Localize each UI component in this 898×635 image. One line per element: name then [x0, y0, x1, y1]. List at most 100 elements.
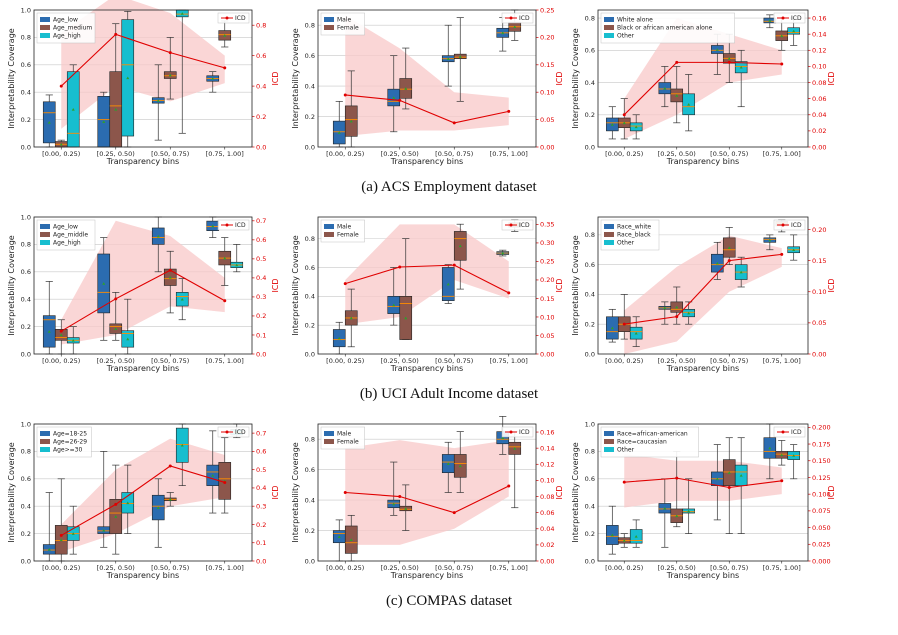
x-tick-label: [0.50, 0.75) — [151, 357, 189, 365]
box-mean — [168, 73, 172, 77]
y-tick-label: 0.0 — [305, 143, 315, 151]
y-tick-label: 0.8 — [585, 14, 595, 22]
x-tick-label: [0.75, 1.00] — [490, 150, 528, 158]
y-tick-label: 0.0 — [21, 143, 31, 151]
icd-point — [675, 60, 679, 64]
y-tick-label: 0.4 — [585, 291, 595, 299]
icd-legend-label: ICD — [519, 429, 530, 436]
y2-tick-label: 0.4 — [256, 274, 266, 282]
y-tick-label: 0.2 — [305, 527, 315, 535]
box-mean — [168, 498, 172, 501]
y2-tick-label: 0.00 — [812, 143, 826, 151]
y2-axis-label: ICD — [271, 278, 280, 292]
y2-tick-label: 0.06 — [812, 95, 826, 103]
icd-legend-box — [773, 219, 806, 231]
y-tick-label: 0.2 — [585, 321, 595, 329]
y-tick-label: 0.2 — [21, 116, 31, 124]
box-mean — [211, 224, 215, 228]
icd-point — [780, 252, 784, 256]
y2-tick-label: 0.10 — [540, 313, 554, 321]
x-tick-label: [0.75, 1.00] — [763, 150, 801, 158]
icd-point — [452, 511, 456, 515]
legend-label: Race=caucasian — [617, 439, 667, 446]
y-tick-label: 0.8 — [21, 448, 31, 456]
icd-line — [345, 264, 509, 294]
y2-tick-label: 0.125 — [812, 474, 831, 482]
y-tick-label: 0.4 — [21, 296, 31, 304]
x-tick-label: [0.75, 1.00] — [206, 357, 244, 365]
icd-legend-box — [501, 426, 534, 438]
plot-frame — [33, 216, 253, 355]
box-mean — [792, 248, 796, 252]
icd-legend-label: ICD — [519, 15, 530, 22]
plot-frame — [597, 216, 809, 355]
icd-legend-label: ICD — [791, 15, 802, 22]
legend-label: Age_high — [53, 240, 81, 247]
chart-panel-5: 0.0 0.2 0.4 0.6 0.8 0.00 0.05 0.10 0.15 0.20 0.25 0… — [291, 216, 564, 373]
y-tick-label: 0.0 — [585, 143, 595, 151]
y2-tick-label: 0.2 — [256, 312, 266, 320]
legend-box — [600, 12, 735, 44]
icd-point — [727, 60, 731, 64]
x-tick-label: [0.00, 0.25) — [326, 150, 364, 158]
chart-panel-3: 0.0 0.2 0.4 0.6 0.8 0.00 0.02 0.04 0.06 0.08 0.10 0… — [571, 9, 836, 166]
icd-band — [345, 15, 509, 137]
y2-tick-label: 0.075 — [812, 507, 831, 515]
y-tick-label: 0.6 — [585, 47, 595, 55]
y-tick-label: 0.4 — [21, 503, 31, 511]
box-mean — [223, 34, 227, 37]
box-mean — [126, 76, 130, 80]
icd-legend-marker — [509, 430, 513, 434]
legend-box — [600, 426, 699, 458]
x-tick-label: [0.00, 0.25) — [326, 357, 364, 365]
x-tick-label: [0.50, 0.75) — [710, 150, 748, 158]
y2-tick-label: 0.5 — [256, 255, 266, 263]
box-mean — [610, 533, 614, 537]
y-tick-label: 0.8 — [305, 22, 315, 30]
chart-panel-2: 0.0 0.2 0.4 0.6 0.8 0.00 0.05 0.10 0.15 0.20 0.25 [… — [291, 6, 564, 166]
legend-label: Female — [337, 232, 359, 239]
y2-tick-label: 0.10 — [812, 288, 826, 296]
plot-frame — [597, 9, 809, 148]
box-mean — [501, 251, 505, 255]
y2-tick-label: 0.20 — [812, 226, 826, 234]
icd-legend-box — [773, 426, 806, 438]
legend-label: White alone — [617, 17, 653, 24]
box-mean — [727, 57, 731, 60]
icd-line — [60, 33, 225, 87]
box-mean — [513, 25, 517, 29]
y-tick-label: 1.0 — [21, 420, 31, 428]
y-tick-label: 0.0 — [21, 557, 31, 565]
x-tick-label: [0.25, 0.50) — [381, 564, 419, 572]
legend-label: Other — [617, 240, 635, 247]
legend-label: Age=18-25 — [53, 431, 87, 438]
box-mean — [47, 330, 51, 333]
box-mean — [513, 447, 517, 450]
chart-panel-1: 0.0 0.2 0.4 0.6 0.8 1.0 0.0 0.2 0.4 0.6 0.8 [0.00, … — [7, 0, 280, 166]
icd-point — [398, 495, 402, 499]
legend-swatch — [604, 431, 614, 436]
y2-tick-label: 0.02 — [812, 127, 826, 135]
icd-legend-box — [217, 12, 250, 24]
y2-tick-label: 0.10 — [812, 63, 826, 71]
y-axis-label: Interpretability Coverage — [291, 442, 300, 542]
legend-label: Age_low — [53, 224, 78, 231]
chart-panel-6: 0.0 0.2 0.4 0.6 0.8 0.00 0.05 0.10 0.15 0.20 [0.00… — [571, 216, 836, 373]
box-mean — [71, 339, 75, 342]
icd-point — [223, 299, 227, 303]
icd-point — [622, 322, 626, 326]
y2-tick-label: 0.000 — [812, 557, 831, 565]
icd-point — [59, 533, 63, 537]
y-tick-label: 0.0 — [585, 350, 595, 358]
box-mean — [114, 327, 118, 330]
box-mean — [687, 102, 691, 106]
icd-point — [507, 109, 511, 113]
box-mean — [126, 337, 130, 341]
icd-point — [223, 66, 227, 70]
plot-frame — [597, 423, 809, 562]
y-tick-label: 0.4 — [585, 79, 595, 87]
legend-label: Black or african american alone — [617, 25, 713, 32]
y2-tick-label: 0.0 — [256, 143, 266, 151]
y2-tick-label: 0.2 — [256, 521, 266, 529]
y2-tick-label: 0.10 — [540, 477, 554, 485]
